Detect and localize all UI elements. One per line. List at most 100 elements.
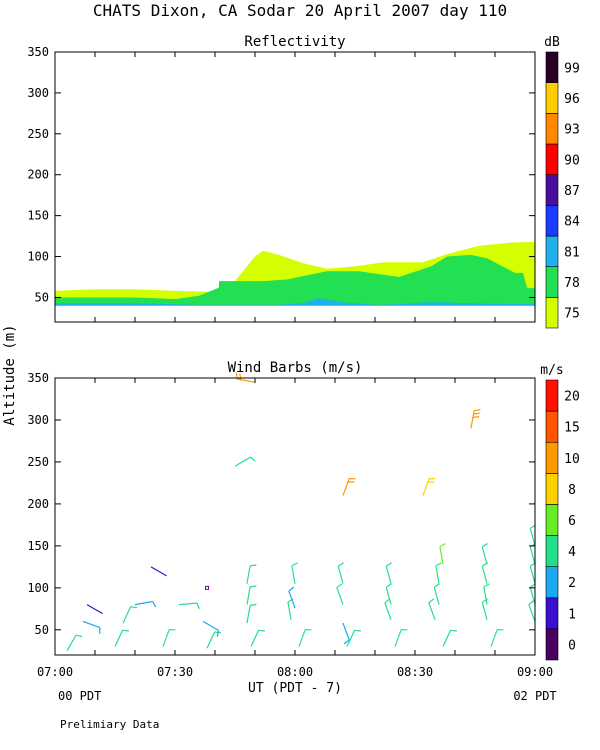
reflectivity-colorbar-label: 96 <box>564 92 580 107</box>
wind-title: Wind Barbs (m/s) <box>228 360 363 376</box>
wind-colorbar-swatch <box>545 504 559 536</box>
wind-colorbar-label: 8 <box>568 483 576 498</box>
wind-barb <box>86 604 103 615</box>
y-axis-label: Altitude (m) <box>2 324 18 425</box>
reflectivity-colorbar-swatch <box>545 205 559 237</box>
reflectivity-layer-78db <box>55 254 535 306</box>
figure-title: CHATS Dixon, CA Sodar 20 April 2007 day … <box>93 1 507 20</box>
wind-colorbar-label: 1 <box>568 607 576 622</box>
wind-colorbar-swatch <box>545 535 559 567</box>
x-tick-label: 08:00 <box>277 665 313 679</box>
wind-colorbar-label: 20 <box>564 390 580 405</box>
wind-barb <box>439 543 446 565</box>
reflectivity-y-tick-label: 100 <box>27 250 49 264</box>
wind-colorbar-label: 10 <box>564 452 580 467</box>
reflectivity-colorbar-label: 93 <box>564 123 580 138</box>
wind-y-tick-label: 250 <box>27 455 49 469</box>
wind-barb <box>442 629 457 647</box>
wind-barb <box>150 566 167 577</box>
wind-barb <box>82 620 101 634</box>
reflectivity-y-tick-label: 300 <box>27 86 49 100</box>
wind-barb <box>246 585 257 605</box>
reflectivity-colorbar-label: 81 <box>564 245 580 260</box>
wind-barb <box>122 606 137 624</box>
wind-barb <box>481 542 488 565</box>
wind-barb <box>481 598 488 620</box>
wind-colorbar-label: 0 <box>568 638 576 653</box>
wind-barb <box>384 598 392 620</box>
reflectivity-y-tick-label: 350 <box>27 45 49 59</box>
wind-colorbar-title: m/s <box>540 363 563 378</box>
wind-y-tick-label: 300 <box>27 413 49 427</box>
x-tick-label: 07:00 <box>37 665 73 679</box>
reflectivity-y-tick-label: 200 <box>27 168 49 182</box>
wind-barb <box>246 564 257 584</box>
wind-colorbar-swatch <box>545 597 559 630</box>
reflectivity-panel <box>55 241 535 306</box>
wind-barb <box>342 478 356 496</box>
wind-colorbar-swatch <box>545 379 559 412</box>
wind-barb <box>385 562 392 584</box>
wind-barb <box>234 456 256 467</box>
wind-barb <box>114 629 129 647</box>
reflectivity-colorbar-swatch <box>545 297 559 329</box>
wind-y-tick-label: 150 <box>27 539 49 553</box>
preliminary-note: Prelimiary Data <box>60 718 159 731</box>
wind-colorbar-swatch <box>545 410 559 443</box>
reflectivity-colorbar-swatch <box>545 174 559 206</box>
reflectivity-colorbar-swatch <box>545 82 559 114</box>
reflectivity-colorbar-label: 84 <box>564 215 580 230</box>
reflectivity-colorbar-swatch <box>545 143 559 175</box>
wind-colorbar-label: 15 <box>564 421 580 436</box>
reflectivity-colorbar-swatch <box>545 266 559 298</box>
wind-barb <box>66 634 83 652</box>
wind-barb <box>470 409 481 429</box>
wind-barb <box>162 629 176 647</box>
x-tick-label: 09:00 <box>517 665 553 679</box>
reflectivity-colorbar-label: 75 <box>564 307 580 322</box>
wind-barb <box>483 583 490 605</box>
wind-colorbar-label: 4 <box>568 545 576 560</box>
reflectivity-colorbar-label: 99 <box>564 61 580 76</box>
reflectivity-colorbar-label: 87 <box>564 184 580 199</box>
reflectivity-y-tick-label: 250 <box>27 127 49 141</box>
calm-marker <box>205 585 209 590</box>
wind-colorbar-label: 2 <box>568 576 576 591</box>
wind-barb <box>337 562 344 584</box>
wind-y-tick-label: 200 <box>27 497 49 511</box>
reflectivity-colorbar-title: dB <box>544 35 560 50</box>
reflectivity-y-tick-label: 50 <box>35 290 49 304</box>
reflectivity-layer-81db <box>55 298 535 306</box>
reflectivity-layers <box>55 241 535 306</box>
reflectivity-y-tick-label: 150 <box>27 209 49 223</box>
wind-barb <box>481 562 488 584</box>
wind-colorbar-swatch <box>545 473 559 505</box>
wind-barb <box>428 598 436 620</box>
wind-barb <box>342 622 350 645</box>
wind-barb <box>202 620 220 637</box>
reflectivity-colorbar-label: 78 <box>564 276 580 291</box>
wind-barb <box>336 583 344 605</box>
x-tick-label: 08:30 <box>397 665 433 679</box>
wind-barb <box>490 629 504 647</box>
end-pdt-label: 02 PDT <box>513 689 556 703</box>
wind-barb <box>178 602 200 610</box>
wind-y-tick-label: 100 <box>27 581 49 595</box>
wind-barb <box>298 629 312 647</box>
wind-barb <box>528 600 536 622</box>
wind-barb <box>394 629 408 647</box>
wind-y-tick-label: 350 <box>27 371 49 385</box>
wind-colorbar-label: 6 <box>568 514 576 529</box>
wind-barb <box>422 478 436 496</box>
reflectivity-colorbar-swatch <box>545 235 559 267</box>
reflectivity-colorbar-swatch <box>545 113 559 145</box>
wind-barb <box>385 583 392 605</box>
wind-barb <box>206 631 221 649</box>
wind-barb <box>346 629 361 647</box>
wind-colorbar-swatch <box>545 441 559 474</box>
wind-barb <box>288 586 296 609</box>
wind-barb <box>134 600 157 608</box>
reflectivity-colorbar-swatch <box>545 51 559 83</box>
